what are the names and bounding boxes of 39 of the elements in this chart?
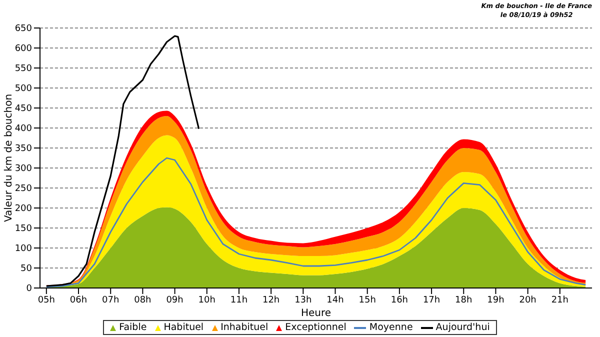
x-tick-label: 21h — [551, 295, 568, 306]
x-tick-label: 16h — [390, 295, 408, 306]
x-tick-label: 10h — [198, 295, 216, 306]
legend-label: Habituel — [164, 322, 204, 333]
x-tick-label: 05h — [38, 295, 55, 306]
y-tick-label: 450 — [14, 104, 32, 114]
x-axis-title: Heure — [300, 308, 332, 319]
x-tick-label: 08h — [134, 295, 152, 306]
y-tick-label: 150 — [14, 224, 32, 234]
legend-label: Moyenne — [369, 322, 413, 333]
legend-label: Faible — [119, 322, 147, 333]
x-tick-label: 09h — [166, 295, 184, 306]
legend-label: Inhabituel — [220, 322, 268, 333]
y-tick-label: 200 — [14, 204, 32, 214]
y-tick-label: 650 — [14, 24, 32, 34]
x-tick-label: 20h — [519, 295, 536, 306]
y-tick-label: 300 — [14, 164, 32, 174]
x-tick-label: 15h — [358, 295, 376, 306]
y-tick-label: 350 — [14, 144, 32, 154]
y-tick-label: 550 — [14, 64, 32, 74]
x-tick-label: 11h — [230, 295, 248, 306]
y-tick-label: 50 — [20, 264, 32, 274]
y-tick-label: 600 — [14, 44, 32, 54]
x-tick-label: 14h — [326, 295, 344, 306]
legend-label: Aujourd'hui — [436, 322, 490, 333]
x-tick-label: 06h — [70, 295, 88, 306]
x-tick-label: 17h — [422, 295, 440, 306]
y-tick-label: 500 — [14, 84, 32, 94]
x-tick-label: 13h — [294, 295, 312, 306]
x-tick-label: 12h — [262, 295, 280, 306]
y-tick-label: 0 — [26, 284, 32, 294]
y-tick-label: 250 — [14, 184, 32, 194]
x-tick-label: 19h — [487, 295, 504, 306]
y-tick-label: 100 — [14, 244, 32, 254]
y-tick-label: 400 — [14, 124, 32, 134]
x-tick-label: 18h — [455, 295, 472, 306]
x-tick-label: 07h — [102, 295, 120, 306]
y-axis-title: Valeur du km de bouchon — [4, 94, 15, 222]
legend-label: Exceptionnel — [285, 322, 346, 333]
